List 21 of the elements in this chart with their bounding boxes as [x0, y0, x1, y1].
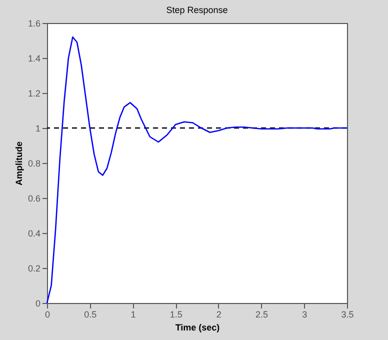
y-tick-label: 1.6 [28, 18, 40, 28]
y-tick-label: 1.4 [28, 54, 40, 64]
x-tick-label: 1 [130, 310, 136, 320]
x-tick-label: 3.5 [341, 310, 354, 320]
y-tick-label: 0 [35, 298, 40, 308]
y-tick-label: 0.4 [28, 228, 40, 238]
x-tick-label: 2 [216, 310, 222, 320]
line-series [46, 36, 348, 304]
x-tick-label: 1.5 [170, 310, 182, 320]
x-tick-label: 3 [302, 310, 308, 320]
x-axis-title: Time (sec) [175, 322, 220, 332]
x-tick-label: 2.5 [256, 310, 268, 320]
x-tick-label: 0 [44, 310, 50, 320]
chart-title: Step Response [166, 5, 228, 15]
y-tick-label: 0.8 [28, 158, 40, 168]
y-tick-label: 0.6 [28, 194, 40, 204]
y-tick-label: 0.2 [28, 264, 40, 274]
y-tick-label: 1.2 [28, 88, 40, 98]
x-tick-label: 0.5 [84, 310, 97, 320]
y-tick-label: 1 [35, 124, 40, 134]
y-axis-title: Amplitude [14, 142, 24, 186]
